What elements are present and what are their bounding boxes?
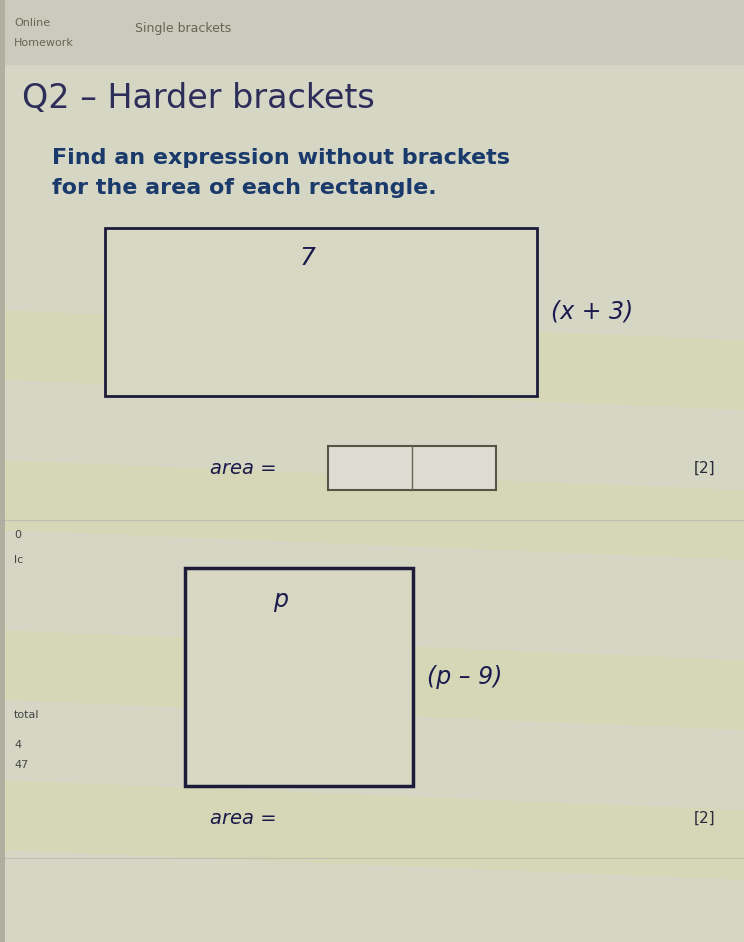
Text: area =: area = — [210, 459, 283, 478]
Text: 0: 0 — [14, 530, 21, 540]
Polygon shape — [0, 780, 744, 880]
Text: (x + 3): (x + 3) — [551, 300, 633, 324]
Bar — [185, 568, 413, 786]
Text: Find an expression without brackets: Find an expression without brackets — [52, 148, 510, 168]
Text: (p – 9): (p – 9) — [427, 665, 502, 689]
Text: [2]: [2] — [693, 461, 715, 476]
Polygon shape — [0, 630, 744, 730]
Text: 47: 47 — [14, 760, 28, 770]
Text: 7: 7 — [300, 246, 316, 270]
Text: for the area of each rectangle.: for the area of each rectangle. — [52, 178, 437, 198]
Text: [2]: [2] — [693, 810, 715, 825]
Text: Online: Online — [14, 18, 50, 28]
Bar — [0, 0, 5, 942]
Bar — [328, 446, 496, 490]
Polygon shape — [0, 460, 744, 560]
Bar — [0, 0, 744, 65]
Polygon shape — [0, 310, 744, 410]
Text: lc: lc — [14, 555, 23, 565]
Text: area =: area = — [210, 808, 283, 827]
Bar — [105, 228, 537, 396]
Text: Homework: Homework — [14, 38, 74, 48]
Text: total: total — [14, 710, 39, 720]
Text: 4: 4 — [14, 740, 21, 750]
Text: Single brackets: Single brackets — [135, 22, 231, 35]
Text: Q2 – Harder brackets: Q2 – Harder brackets — [22, 82, 375, 115]
Text: p: p — [273, 588, 288, 612]
